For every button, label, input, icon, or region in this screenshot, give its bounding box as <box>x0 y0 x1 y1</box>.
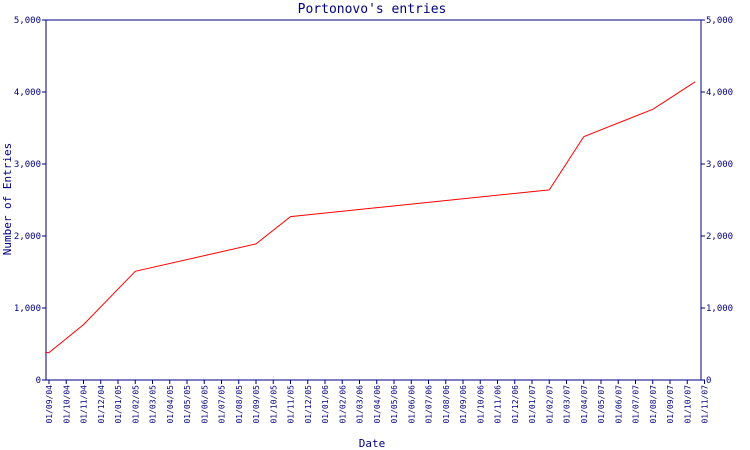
y-tick-label-right: 0 <box>706 376 711 386</box>
x-tick-label: 01/02/06 <box>338 385 347 424</box>
x-tick-label: 01/05/06 <box>390 385 399 424</box>
x-tick-label: 01/10/05 <box>269 385 278 424</box>
chart-title: Portonovo's entries <box>298 2 447 17</box>
x-tick-label: 01/11/05 <box>287 385 296 424</box>
y-tick-label-left: 2,000 <box>14 232 41 242</box>
axes-group <box>45 19 702 381</box>
x-tick-label: 01/04/05 <box>166 385 175 424</box>
series-line <box>45 81 696 354</box>
y-tick-label-left: 1,000 <box>14 304 41 314</box>
y-tick-label-left: 0 <box>36 376 41 386</box>
y-tick-label-left: 5,000 <box>14 16 41 26</box>
y-axis-label: Number of Entries <box>1 143 14 256</box>
x-tick-label: 01/09/04 <box>45 385 54 424</box>
x-tick-label: 01/07/05 <box>218 385 227 424</box>
x-tick-label: 01/11/07 <box>701 385 710 424</box>
x-tick-label: 01/09/05 <box>252 385 261 424</box>
x-tick-label: 01/06/06 <box>407 385 416 424</box>
x-tick-label: 01/06/05 <box>200 385 209 424</box>
y-tick-label-right: 4,000 <box>706 88 733 98</box>
x-tick-label: 01/09/07 <box>666 385 675 424</box>
y-tick-label-left: 3,000 <box>14 160 41 170</box>
y-tick-label-left: 4,000 <box>14 88 41 98</box>
y-tick-label-right: 2,000 <box>706 232 733 242</box>
x-tick-label: 01/12/06 <box>511 385 520 424</box>
x-tick-label: 01/02/07 <box>545 385 554 424</box>
x-tick-label: 01/09/06 <box>459 385 468 424</box>
x-tick-label: 01/01/05 <box>114 385 123 424</box>
x-tick-label: 01/05/05 <box>183 385 192 424</box>
y-tick-label-right: 5,000 <box>706 16 733 26</box>
x-tick-label: 01/08/07 <box>649 385 658 424</box>
x-tick-label: 01/12/05 <box>304 385 313 424</box>
y-axis-right-ticks: 0 1,000 2,000 3,000 4,000 5,000 <box>701 16 733 386</box>
x-tick-label: 01/01/07 <box>528 385 537 424</box>
series-group <box>45 81 696 354</box>
x-tick-label: 01/08/06 <box>442 385 451 424</box>
x-tick-label: 01/10/04 <box>62 385 71 424</box>
y-tick-label-right: 3,000 <box>706 160 733 170</box>
y-axis-left-ticks: 0 1,000 2,000 3,000 4,000 5,000 <box>14 16 46 386</box>
x-axis-ticks: 01/09/04 01/10/04 01/11/04 01/12/04 01/01/05… <box>45 380 710 424</box>
x-tick-label: 01/04/07 <box>580 385 589 424</box>
y-tick-label-right: 1,000 <box>706 304 733 314</box>
x-tick-label: 01/01/06 <box>321 385 330 424</box>
x-tick-label: 01/12/04 <box>97 385 106 424</box>
x-tick-label: 01/03/05 <box>149 385 158 424</box>
x-tick-label: 01/04/06 <box>373 385 382 424</box>
x-tick-label: 01/08/05 <box>235 385 244 424</box>
x-tick-label: 01/10/06 <box>476 385 485 424</box>
x-tick-label: 01/05/07 <box>597 385 606 424</box>
x-tick-label: 01/11/06 <box>494 385 503 424</box>
x-tick-label: 01/02/05 <box>131 385 140 424</box>
x-tick-label: 01/03/07 <box>563 385 572 424</box>
x-tick-label: 01/06/07 <box>614 385 623 424</box>
x-axis-label: Date <box>359 437 386 450</box>
x-tick-label: 01/03/06 <box>356 385 365 424</box>
x-tick-label: 01/07/06 <box>425 385 434 424</box>
x-tick-label: 01/11/04 <box>80 385 89 424</box>
x-tick-label: 01/07/07 <box>632 385 641 424</box>
x-tick-label: 01/10/07 <box>683 385 692 424</box>
